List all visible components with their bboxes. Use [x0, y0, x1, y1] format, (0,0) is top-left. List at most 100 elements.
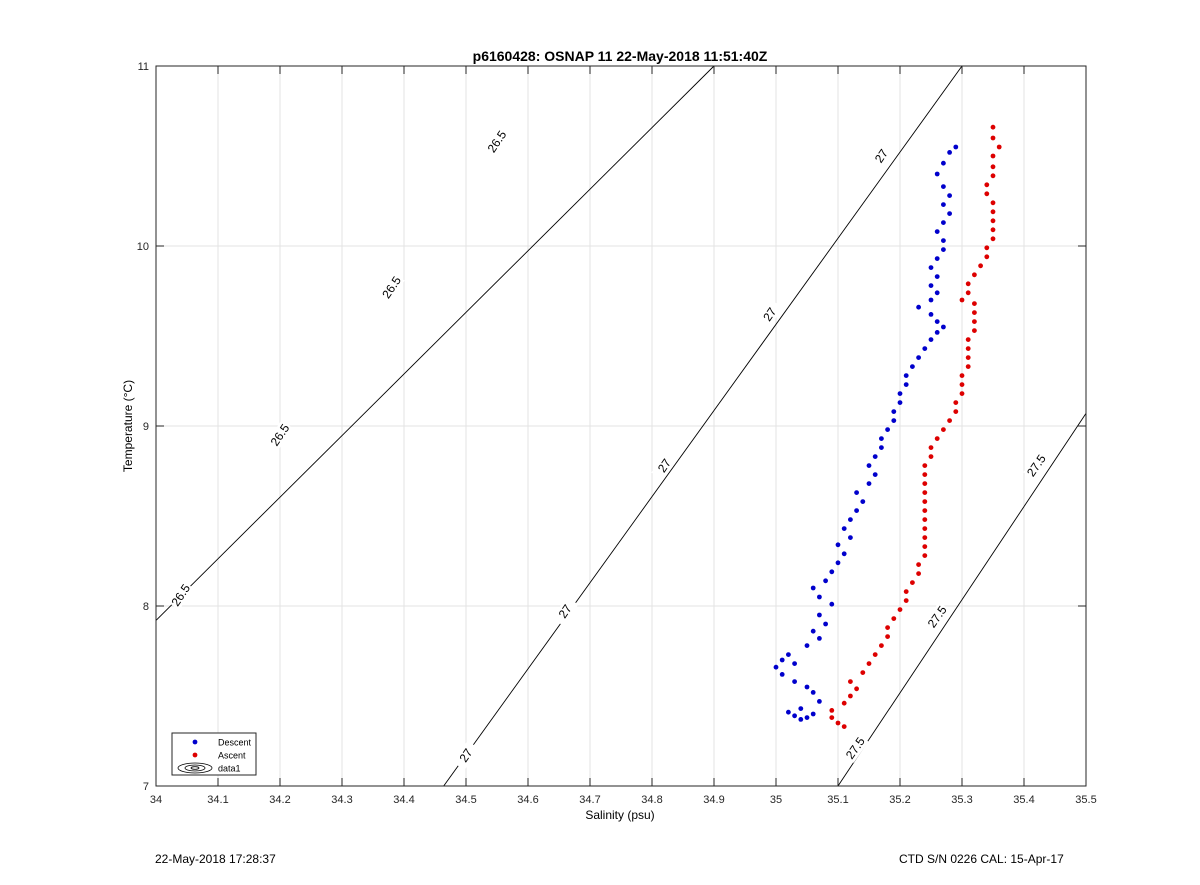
ascent-point: [934, 436, 940, 441]
ascent-point: [953, 409, 959, 414]
y-axis-label: Temperature (°C): [121, 380, 135, 472]
descent-point: [879, 445, 884, 450]
descent-point: [810, 690, 816, 695]
descent-point: [798, 706, 804, 711]
ascent-point: [835, 720, 841, 726]
ascent-point: [897, 607, 903, 612]
descent-point: [810, 628, 816, 634]
x-tick-label: 34.8: [641, 794, 662, 806]
descent-point: [792, 679, 797, 684]
descent-point: [854, 490, 859, 495]
descent-point: [916, 304, 921, 310]
descent-point: [879, 436, 884, 441]
ascent-point: [965, 346, 971, 351]
ascent-point: [959, 391, 965, 396]
x-tick-label: 34: [150, 794, 162, 806]
ascent-point: [866, 661, 872, 666]
ascent-point: [965, 355, 971, 360]
descent-point: [786, 652, 791, 657]
descent-point: [891, 409, 897, 414]
descent-point: [922, 346, 928, 351]
ascent-point: [965, 290, 971, 296]
descent-point: [786, 709, 791, 715]
descent-point: [941, 247, 946, 253]
descent-point: [934, 330, 940, 335]
contour-label-bg: [452, 740, 480, 771]
ascent-point: [941, 427, 946, 432]
descent-point: [792, 713, 797, 719]
ascent-point: [965, 337, 971, 342]
descent-point: [817, 594, 822, 600]
x-tick-label: 34.6: [517, 794, 538, 806]
descent-point: [897, 391, 903, 396]
descent-point: [934, 319, 940, 324]
descent-point: [823, 578, 828, 584]
descent-point: [792, 661, 797, 666]
ascent-point: [978, 263, 983, 269]
legend: Descent Ascent data1: [171, 732, 257, 776]
ascent-point: [990, 135, 996, 141]
contour-label-bg: [378, 272, 405, 303]
ascent-point: [922, 553, 928, 558]
ascent-point: [916, 571, 921, 576]
ascent-point: [990, 209, 996, 215]
descent-point: [928, 312, 934, 317]
ascent-point: [990, 124, 996, 130]
chart-title: p6160428: OSNAP 11 22-May-2018 11:51:40Z: [473, 48, 768, 64]
descent-point: [928, 283, 934, 288]
ascent-point: [885, 625, 890, 630]
ascent-point: [860, 670, 866, 675]
legend-label: Descent: [218, 738, 252, 748]
descent-point: [934, 274, 940, 279]
descent-point: [941, 238, 946, 244]
ascent-point: [854, 686, 859, 692]
ascent-point: [984, 191, 990, 197]
contour-label-bg: [756, 299, 783, 330]
descent-point: [829, 569, 835, 575]
descent-point: [947, 193, 952, 199]
x-tick-label: 34.7: [579, 794, 600, 806]
x-tick-label: 35: [770, 794, 782, 806]
descent-point: [928, 297, 934, 303]
ascent-point: [841, 724, 847, 729]
ascent-point: [972, 328, 977, 333]
ascent-point: [922, 526, 928, 531]
descent-point: [866, 463, 872, 468]
legend-label: data1: [218, 764, 241, 774]
contour-line-27.5: [837, 413, 1087, 787]
legend-marker: [192, 739, 198, 745]
descent-point: [841, 551, 847, 557]
descent-point: [897, 400, 903, 405]
descent-point: [872, 472, 878, 477]
ascent-point: [922, 544, 928, 549]
x-tick-label: 35.5: [1075, 794, 1096, 806]
descent-point: [854, 508, 859, 513]
contour-label-bg: [924, 602, 951, 632]
legend-label: Ascent: [218, 751, 246, 761]
descent-point: [928, 337, 934, 342]
ascent-point: [841, 700, 847, 706]
contour-label-bg: [552, 596, 579, 627]
descent-point: [817, 612, 822, 618]
legend-contour-icon: [184, 764, 206, 772]
descent-point: [934, 229, 940, 235]
descent-point: [804, 643, 810, 648]
descent-point: [953, 144, 959, 150]
descent-point: [779, 672, 785, 677]
descent-point: [885, 427, 890, 432]
descent-point: [872, 454, 878, 459]
ascent-point: [984, 245, 990, 251]
contour-line-26.5: [155, 65, 715, 621]
ascent-point: [910, 580, 915, 585]
descent-point: [941, 184, 946, 190]
descent-point: [773, 664, 779, 670]
contour-label-bg: [483, 126, 511, 157]
ascent-point: [922, 481, 928, 486]
descent-point: [841, 526, 847, 531]
descent-point: [798, 717, 804, 722]
ascent-point: [990, 153, 996, 159]
ascent-point: [848, 679, 853, 684]
descent-point: [848, 517, 853, 522]
ascent-point: [959, 382, 965, 387]
